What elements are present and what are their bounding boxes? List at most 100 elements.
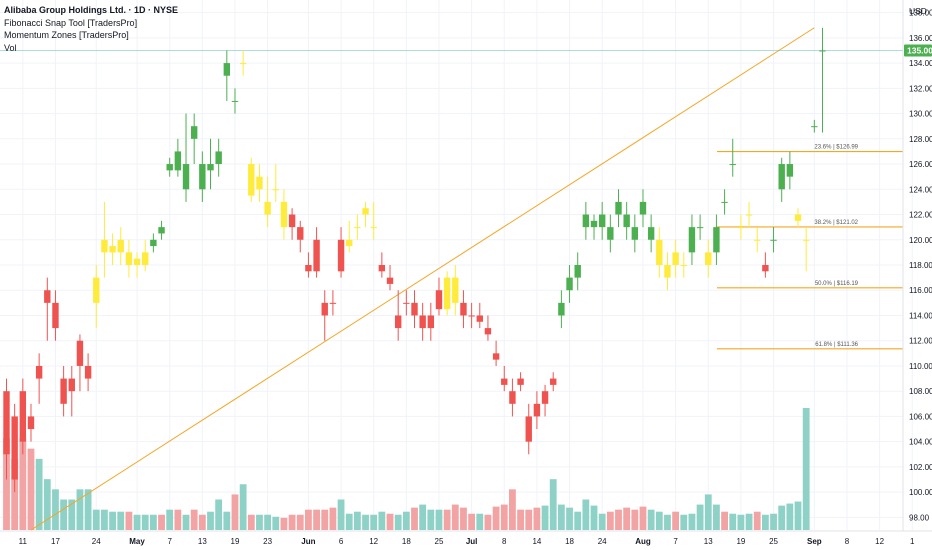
candle-body (566, 277, 573, 291)
candle-body (811, 126, 818, 128)
indicator-volume[interactable]: Vol (4, 42, 17, 53)
candle-body (199, 164, 206, 190)
candle-body (427, 315, 435, 329)
candle-body (370, 227, 377, 229)
volume-bar (770, 513, 777, 530)
volume-bar (223, 511, 231, 530)
volume-bar (541, 505, 549, 530)
volume-bar (761, 514, 769, 530)
price-tick-label: 112.00 (909, 337, 932, 346)
candle-body (239, 63, 247, 65)
indicator-momentum-zones[interactable]: Momentum Zones [TradersPro] (4, 30, 129, 40)
candle-body (394, 315, 402, 329)
volume-bar (468, 513, 476, 530)
volume-bar (655, 511, 663, 530)
candle-body (60, 378, 67, 404)
volume-bar (786, 503, 794, 530)
volume-bar (623, 507, 631, 530)
candle-body (607, 227, 614, 240)
candle-body (93, 277, 100, 303)
candle-body (84, 365, 92, 379)
volume-bar (215, 499, 223, 530)
volume-bar (394, 514, 402, 530)
volume-bar (582, 499, 590, 530)
fib-level-label: 38.2% | $121.02 (814, 220, 858, 226)
price-tick-label: 136.00 (909, 34, 932, 43)
volume-bar (549, 479, 557, 530)
candle-body (468, 315, 475, 317)
candle-body (68, 378, 75, 392)
time-tick-label: 24 (598, 537, 607, 546)
currency-label: USD (909, 6, 927, 16)
candle-body (443, 277, 451, 310)
candle-body (762, 265, 769, 272)
time-tick-label: 24 (92, 537, 101, 546)
time-tick-label: 25 (769, 537, 778, 546)
time-tick-label: 19 (231, 537, 240, 546)
price-tick-label: 130.00 (909, 110, 932, 119)
price-tick-label: 116.00 (909, 286, 932, 295)
candle-body (688, 227, 696, 253)
candle-body (664, 265, 671, 278)
volume-bar (557, 504, 565, 530)
volume-bar (68, 499, 76, 530)
volume-bar (280, 517, 288, 530)
candle-body (403, 302, 410, 304)
volume-bar (492, 506, 500, 530)
candle-body (509, 391, 516, 404)
candle-body (435, 290, 443, 310)
candle-body (182, 164, 190, 190)
time-tick-label: 8 (502, 537, 507, 546)
trend-line (30, 27, 815, 531)
volume-bar (329, 507, 337, 530)
time-tick-label: 17 (51, 537, 60, 546)
time-tick-label: Jun (301, 537, 315, 546)
symbol-title[interactable]: Alibaba Group Holdings Ltd. · 1D · NYSE (4, 5, 179, 15)
candle-body (794, 214, 802, 221)
volume-bar (362, 514, 369, 530)
price-tick-label: 128.00 (909, 135, 932, 144)
volume-bar (264, 514, 272, 530)
volume-bar (533, 507, 541, 530)
volume-bar (647, 509, 655, 530)
candle-body (672, 252, 679, 265)
current-price-tag-text: 135.00 (907, 45, 932, 55)
volume-bar (411, 507, 418, 530)
candle-body (231, 100, 239, 102)
fib-level-label: 50.0% | $116.19 (815, 281, 859, 287)
candle-body (207, 164, 214, 171)
candle-body (248, 164, 255, 196)
price-tick-label: 138.00 (909, 9, 932, 18)
volume-bar (574, 511, 582, 530)
volume-bar (427, 509, 435, 530)
volume-bar (443, 509, 451, 530)
candle-body (27, 416, 35, 430)
candle-body (802, 239, 810, 241)
volume-bar (704, 494, 712, 530)
candle-body (778, 164, 785, 190)
candle-body (745, 214, 753, 216)
candle-body (223, 63, 231, 76)
candle-body (329, 302, 337, 304)
volume-bar (60, 499, 68, 530)
time-tick-label: Sep (807, 537, 822, 546)
volume-bar (182, 514, 190, 530)
price-tick-label: 102.00 (909, 463, 932, 472)
volume-bars (3, 408, 810, 530)
time-tick-label: 11 (19, 537, 28, 546)
volume-bar (525, 509, 533, 530)
volume-bar (386, 513, 394, 530)
time-tick-label: 7 (167, 537, 172, 546)
candle-body (754, 239, 761, 241)
candle-body (819, 50, 826, 52)
candle-body (337, 239, 345, 272)
indicator-fibonacci-snap[interactable]: Fibonacci Snap Tool [TradersPro] (4, 17, 138, 28)
candle-body (133, 258, 141, 265)
candle-body (647, 227, 655, 240)
price-axis[interactable]: 138.00 136.00 134.00 132.00 130.00 128.00 126.… (909, 9, 932, 523)
time-axis[interactable]: 11 17 24 May 7 13 19 23 Jun 6 12 18 25 Jul 8 14 18 24 Aug 7… (19, 537, 915, 546)
candle-body (484, 328, 492, 335)
volume-bar (231, 494, 239, 530)
candle-body (615, 201, 622, 215)
